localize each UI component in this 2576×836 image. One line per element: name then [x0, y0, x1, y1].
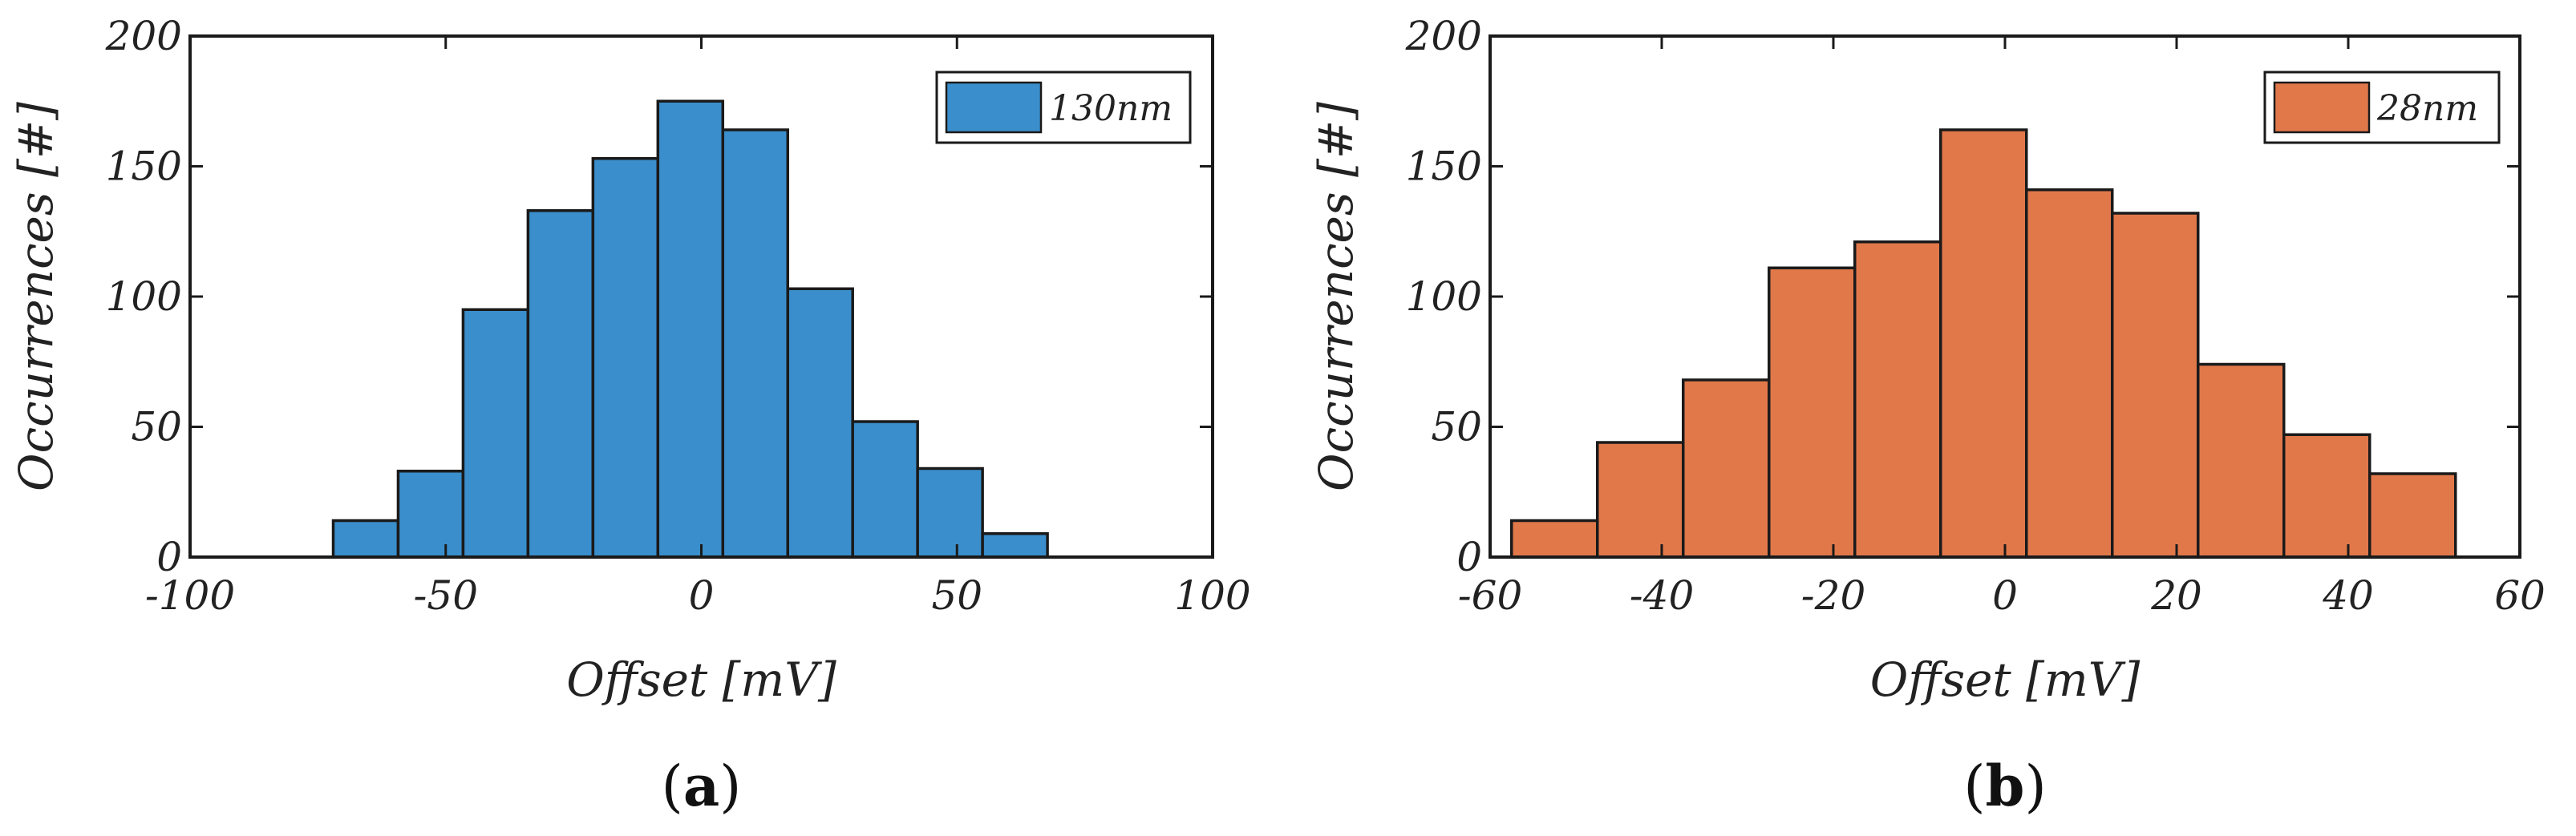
histogram-bar-28nm [1853, 240, 1942, 559]
histogram-bar-28nm [1510, 519, 1599, 559]
x-tick-label: -100 [145, 572, 235, 619]
y-tick-label: 150 [106, 143, 182, 190]
legend-label-130nm: 130nm [1049, 88, 1173, 129]
histogram-bar-28nm [2368, 472, 2457, 559]
histogram-bar-28nm [1768, 266, 1857, 559]
tick-marks-28nm [1488, 34, 2521, 559]
histogram-bar-28nm [2025, 188, 2114, 559]
x-tick-label: 40 [2322, 572, 2374, 619]
y-tick-label: 0 [156, 534, 182, 580]
y-tick-labels-28nm: 0 50 100 150 200 [1405, 13, 1482, 580]
histogram-bar-28nm [2197, 362, 2286, 559]
y-axis-label-28nm: Occurrences [#] [1309, 102, 1363, 491]
x-tick-label: -20 [1801, 572, 1866, 619]
x-axis-label-28nm: Offset [mV] [1870, 652, 2141, 707]
x-tick-label: 20 [2150, 572, 2202, 619]
x-tick-label: 100 [1174, 572, 1250, 619]
histogram-bar-130nm [786, 287, 854, 559]
histogram-130nm-bars [331, 99, 1049, 559]
histogram-28nm-panel: -60 -40 -20 0 20 40 60 0 50 100 150 200 Offset [mV… [1309, 13, 2546, 819]
histogram-bar-130nm [851, 420, 919, 559]
histogram-bar-28nm [2111, 212, 2200, 559]
legend-swatch-130nm [945, 81, 1043, 134]
y-tick-label: 100 [106, 273, 182, 320]
legend-28nm: 28nm [2263, 71, 2501, 144]
y-tick-label: 150 [1406, 143, 1482, 190]
histogram-bar-130nm [916, 466, 984, 559]
histogram-bar-130nm [656, 99, 725, 559]
histogram-130nm-panel: -100 -50 0 50 100 0 50 100 150 200 Offset [mV] O… [9, 13, 1251, 819]
panel-label-a: (a) [662, 753, 742, 819]
y-tick-labels-130nm: 0 50 100 150 200 [105, 13, 182, 580]
y-tick-label: 100 [1406, 273, 1482, 320]
histogram-bar-28nm [1682, 378, 1771, 559]
histogram-bar-28nm [1596, 441, 1685, 559]
legend-130nm: 130nm [935, 71, 1192, 144]
y-tick-label: 50 [131, 404, 182, 450]
x-axis-label-130nm: Offset [mV] [566, 652, 836, 707]
histogram-bar-130nm [331, 519, 400, 559]
histogram-bar-130nm [721, 128, 789, 559]
y-axis-label-130nm: Occurrences [#] [9, 102, 63, 491]
x-tick-label: 50 [931, 572, 982, 619]
tick-marks-130nm [188, 34, 1214, 559]
x-tick-labels-130nm: -100 -50 0 50 100 [145, 572, 1251, 619]
x-tick-label: -60 [1458, 572, 1523, 619]
legend-swatch-28nm [2273, 81, 2371, 134]
histogram-bar-130nm [526, 209, 595, 559]
y-tick-label: 200 [105, 13, 182, 59]
panel-letter-a: a [683, 753, 719, 819]
histogram-bar-130nm [981, 532, 1049, 559]
x-tick-label: -50 [413, 572, 478, 619]
histogram-bar-130nm [461, 308, 530, 559]
histogram-bar-28nm [2282, 433, 2371, 559]
panel-label-b: (b) [1963, 753, 2047, 819]
histogram-bar-130nm [396, 470, 465, 559]
x-tick-label: -40 [1630, 572, 1695, 619]
x-tick-label: 0 [1992, 572, 2018, 619]
histogram-bar-130nm [591, 157, 660, 559]
x-tick-label: 0 [689, 572, 715, 619]
x-tick-label: 60 [2494, 572, 2546, 619]
x-tick-labels-28nm: -60 -40 -20 0 20 40 60 [1458, 572, 2546, 619]
histogram-28nm-bars [1510, 128, 2457, 559]
histogram-bar-28nm [1939, 128, 2028, 559]
y-tick-label: 0 [1456, 534, 1482, 580]
legend-label-28nm: 28nm [2376, 88, 2478, 129]
y-tick-label: 200 [1405, 13, 1482, 59]
panel-letter-b: b [1986, 753, 2025, 819]
y-tick-label: 50 [1431, 404, 1482, 450]
